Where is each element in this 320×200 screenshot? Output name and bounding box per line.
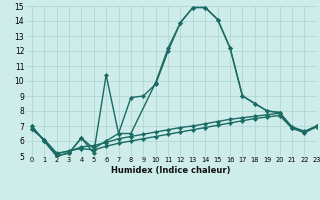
X-axis label: Humidex (Indice chaleur): Humidex (Indice chaleur) xyxy=(111,166,231,175)
